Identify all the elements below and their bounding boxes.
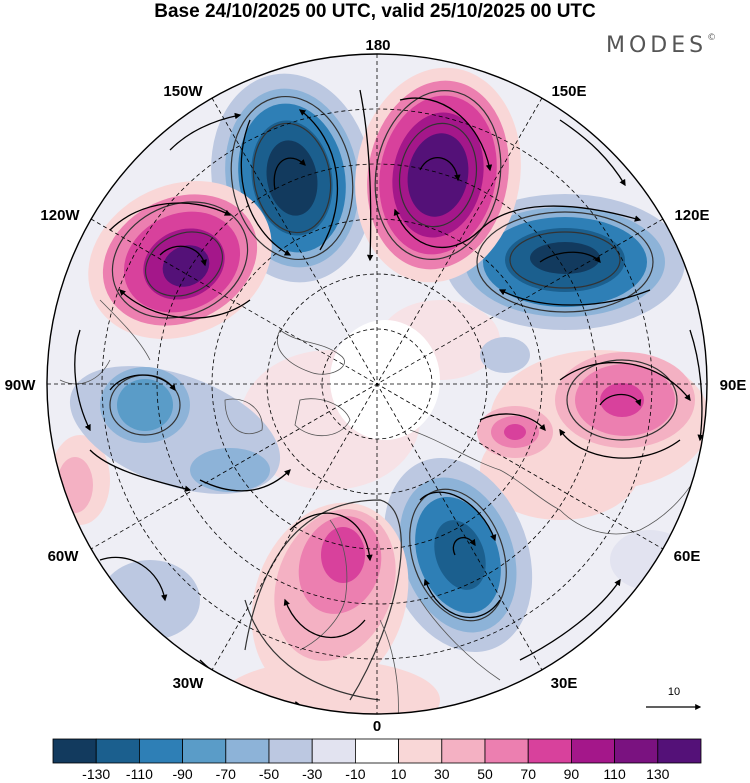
colorbar-swatch bbox=[354, 738, 399, 764]
map-boundary bbox=[46, 53, 708, 715]
colorbar-swatch bbox=[225, 738, 270, 764]
lon-label-60w: 60W bbox=[48, 548, 80, 565]
colorbar-swatch bbox=[484, 738, 529, 764]
colorbar-tick-label: 130 bbox=[646, 766, 670, 782]
low-anomaly-90w bbox=[69, 366, 281, 640]
colorbar-tick-label: -10 bbox=[345, 766, 365, 782]
anomaly-field bbox=[47, 54, 707, 714]
colorbar-swatch bbox=[268, 738, 313, 764]
colorbar-swatch bbox=[311, 738, 356, 764]
graticule bbox=[47, 54, 707, 714]
lon-label-60e: 60E bbox=[674, 548, 701, 565]
brand-logo: MODES© bbox=[606, 33, 716, 58]
colorbar-tick-label: -90 bbox=[172, 766, 192, 782]
colorbar-swatch bbox=[657, 738, 702, 764]
colorbar-swatch bbox=[571, 738, 616, 764]
colorbar-swatch bbox=[398, 738, 443, 764]
coastlines bbox=[59, 299, 701, 714]
lon-label-90w: 90W bbox=[5, 377, 37, 394]
lon-label-120w: 120W bbox=[40, 207, 80, 224]
colorbar-tick-label: 30 bbox=[434, 766, 450, 782]
colorbar-tick-label: -30 bbox=[302, 766, 322, 782]
colorbar-tick-label: -70 bbox=[216, 766, 236, 782]
colorbar-tick-label: 70 bbox=[520, 766, 536, 782]
colorbar-swatch bbox=[527, 738, 572, 764]
colorbar-swatch bbox=[138, 738, 183, 764]
colorbar-tick-label: 90 bbox=[564, 766, 580, 782]
lon-label-0: 0 bbox=[373, 718, 381, 735]
lon-label-120e: 120E bbox=[674, 207, 709, 224]
lon-label-150w: 150W bbox=[163, 83, 203, 100]
colorbar-swatch bbox=[441, 738, 486, 764]
reference-vector-label: 10 bbox=[668, 686, 680, 698]
copyright-mark: © bbox=[707, 33, 717, 43]
colorbar-tick-label: 10 bbox=[391, 766, 407, 782]
low-anomaly-30e bbox=[383, 458, 533, 652]
colorbar-swatch bbox=[182, 738, 227, 764]
lon-label-90e: 90E bbox=[720, 377, 747, 394]
colorbar-tick-label: 50 bbox=[477, 766, 493, 782]
map-title: Base 24/10/2025 00 UTC, valid 25/10/2025… bbox=[154, 1, 596, 22]
colorbar-tick-label: -130 bbox=[82, 766, 110, 782]
high-anomaly-160e bbox=[355, 67, 521, 283]
brand-text: MODES bbox=[606, 33, 708, 58]
geopotential-contours bbox=[109, 90, 678, 701]
lon-label-180: 180 bbox=[365, 37, 390, 54]
lon-label-150e: 150E bbox=[551, 83, 586, 100]
colorbar-tick-label: -110 bbox=[126, 766, 153, 782]
colorbar-swatch bbox=[614, 738, 659, 764]
lon-label-30e: 30E bbox=[551, 675, 578, 692]
colorbar-swatch bbox=[95, 738, 140, 764]
high-anomaly-90e bbox=[477, 350, 707, 490]
lon-label-30w: 30W bbox=[173, 675, 205, 692]
colorbar: -130 -110 -90 -70 -50 -30 -10 10 30 50 70 90 110 130 bbox=[52, 738, 702, 782]
colorbar-tick-label: 110 bbox=[603, 766, 626, 782]
colorbar-tick-label: -50 bbox=[259, 766, 279, 782]
colorbar-swatch bbox=[52, 738, 97, 764]
wind-streamlines bbox=[74, 89, 704, 708]
